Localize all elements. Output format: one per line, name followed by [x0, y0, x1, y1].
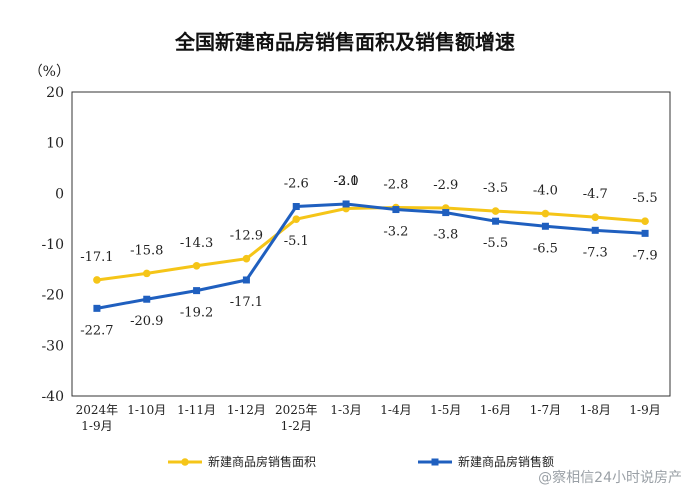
series-2-point — [143, 295, 151, 303]
legend-label: 新建商品房销售额 — [458, 454, 554, 469]
data-label: -7.9 — [633, 248, 658, 263]
data-label: -5.1 — [284, 234, 309, 249]
data-label: -3.2 — [383, 225, 408, 240]
data-label: -3.5 — [483, 181, 508, 196]
y-tick-label: 20 — [46, 85, 64, 101]
x-tick-label: 1-11月 — [177, 403, 216, 417]
y-tick-label: -30 — [41, 338, 64, 354]
y-tick-label: -20 — [41, 288, 64, 304]
series-2-point — [93, 304, 101, 312]
x-tick-label: 1-12月 — [227, 403, 266, 417]
data-label: -3.0 — [334, 174, 359, 189]
data-label: -22.7 — [80, 323, 113, 338]
data-label: -3.8 — [433, 228, 458, 243]
x-tick-label: 1-7月 — [530, 403, 561, 417]
series-2-point — [292, 203, 300, 211]
data-label: -5.5 — [483, 236, 508, 251]
x-tick-label: 1-6月 — [480, 403, 511, 417]
x-tick-label: 2024年 — [76, 403, 119, 417]
data-label: -17.1 — [80, 250, 113, 265]
y-tick-label: -40 — [41, 389, 64, 405]
data-label: -14.3 — [180, 236, 213, 251]
data-label: -15.8 — [130, 243, 163, 258]
series-2-point — [242, 276, 250, 284]
data-label: -2.9 — [433, 178, 458, 193]
legend-label: 新建商品房销售面积 — [208, 454, 316, 469]
series-2-point — [342, 200, 350, 208]
data-label: -6.5 — [533, 241, 558, 256]
x-tick-label: 1-3月 — [330, 403, 361, 417]
x-tick-label: 1-10月 — [127, 403, 166, 417]
series-2-point — [492, 217, 500, 225]
series-1-point — [591, 213, 600, 221]
x-tick-label: 1-4月 — [380, 403, 411, 417]
data-label: -20.9 — [130, 314, 163, 329]
plot-frame — [71, 91, 671, 397]
data-label: -17.1 — [230, 295, 263, 310]
data-label: -12.9 — [230, 229, 263, 244]
series-1-point — [541, 209, 550, 218]
x-tick-label: 1-9月 — [81, 419, 112, 433]
x-tick-label: 1-9月 — [629, 403, 660, 417]
y-axis-unit: （%） — [29, 64, 70, 80]
chart-title: 全国新建商品房销售面积及销售额增速 — [175, 30, 515, 54]
series-2-point — [442, 209, 450, 217]
x-tick-label: 1-5月 — [430, 403, 461, 417]
data-label: -2.1 — [334, 174, 359, 189]
series-1-point — [242, 254, 251, 263]
data-label: -2.8 — [383, 178, 408, 193]
series-2-point — [591, 226, 599, 234]
data-label: -19.2 — [180, 306, 213, 321]
data-label: -4.0 — [533, 184, 558, 199]
series-2-point — [193, 287, 201, 295]
x-tick-label: 2025年 — [275, 403, 318, 417]
data-label: -7.3 — [583, 245, 608, 260]
series-1-point — [142, 269, 151, 278]
x-tick-label: 1-2月 — [281, 419, 312, 433]
x-tick-label: 1-8月 — [580, 403, 611, 417]
series-1-point — [491, 207, 500, 215]
series-1-point — [641, 217, 649, 225]
y-tick-label: 10 — [46, 136, 64, 152]
series-1-point — [292, 215, 301, 223]
series-1-point — [93, 276, 101, 284]
series-2-point — [641, 229, 649, 237]
data-label: -2.6 — [284, 177, 309, 192]
legend-swatch-marker — [431, 458, 439, 466]
series-line-2 — [96, 202, 646, 310]
legend-swatch-marker — [181, 458, 189, 466]
y-tick-label: 0 — [55, 186, 64, 202]
data-label: -4.7 — [583, 187, 608, 202]
series-2-point — [392, 206, 400, 214]
data-label: -5.5 — [633, 191, 658, 206]
watermark: @察相信24小时说房产 — [538, 470, 682, 486]
y-tick-label: -10 — [41, 237, 64, 253]
series-1-point — [192, 261, 201, 270]
series-2-point — [541, 222, 549, 230]
